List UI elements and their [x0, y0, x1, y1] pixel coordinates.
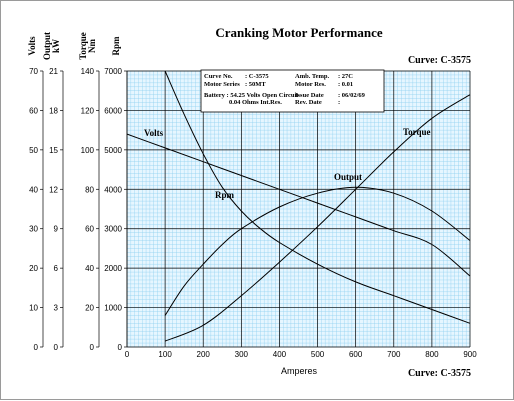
x-tick-label: 700 [387, 350, 401, 359]
x-tick-label: 900 [463, 350, 477, 359]
series-group: Volts Rpm Output Torque [126, 70, 471, 342]
info-box: Curve No. : C-3575 Amb. Temp. : 27C Motor Se… [200, 69, 385, 113]
curve-label-top: Curve: C-3575 [408, 55, 471, 66]
x-ticks-group: 0 100 200 300 400 500 600 700 800 900 [125, 350, 477, 359]
y-tick-label-nm: 40 [85, 264, 94, 273]
series-label-output: Output [334, 172, 362, 182]
y-tick-label-kw: 9 [54, 225, 59, 234]
y-tick-label-kw: 3 [54, 304, 59, 313]
info-cell: Motor Res. [295, 81, 326, 88]
info-cell: : 27C [338, 73, 353, 80]
x-tick-label: 400 [273, 350, 287, 359]
chart-title: Cranking Motor Performance [215, 25, 383, 40]
x-tick-label: 600 [349, 350, 363, 359]
x-tick-label: 500 [311, 350, 325, 359]
x-tick-label: 300 [235, 350, 249, 359]
y-axis-title-volts: Volts [27, 36, 37, 56]
y-tick-label-volts: 20 [29, 264, 38, 273]
y-tick-label-rpm: 0 [118, 343, 123, 352]
y-tick-label-kw: 18 [49, 106, 58, 115]
y-tick-label-rpm: 7000 [104, 67, 122, 76]
y-tick-label-rpm: 4000 [104, 185, 122, 194]
y-tick-label-rpm: 5000 [104, 146, 122, 155]
x-tick-label: 0 [125, 350, 130, 359]
y-axis-title-nm: Torque [78, 32, 88, 60]
y-axis-title-kw: Output [42, 32, 52, 60]
y-tick-label-volts: 40 [29, 185, 38, 194]
x-tick-label: 100 [158, 350, 172, 359]
y-tick-label-volts: 0 [34, 343, 39, 352]
y-axes-group: 0 10 20 30 40 50 60 70 Volts 0 3 6 9 12 15 18 21 Output kW… [27, 32, 128, 352]
y-tick-label-kw: 0 [54, 343, 59, 352]
y-axis-title-nm: Nm [87, 39, 97, 53]
info-cell: Amb. Temp. [295, 73, 330, 80]
y-tick-label-volts: 70 [29, 67, 38, 76]
x-tick-label: 800 [425, 350, 439, 359]
y-axis-title-rpm: Rpm [111, 36, 121, 56]
y-tick-label-kw: 12 [49, 185, 58, 194]
y-tick-label-nm: 80 [85, 185, 94, 194]
info-cell: : [338, 99, 340, 106]
series-line-output [164, 186, 471, 316]
x-axis-label: Amperes [281, 366, 318, 376]
y-tick-label-kw: 21 [49, 67, 58, 76]
info-cell: Issue Date [295, 92, 324, 99]
info-cell: : 50MT [245, 81, 266, 88]
y-tick-label-rpm: 6000 [104, 106, 122, 115]
y-tick-label-kw: 6 [54, 264, 59, 273]
y-tick-label-nm: 60 [85, 225, 94, 234]
info-cell: : 0.01 [338, 81, 353, 88]
series-line-rpm [164, 70, 471, 324]
info-cell: : C-3575 [245, 73, 269, 80]
curve-label-bottom: Curve: C-3575 [408, 368, 471, 379]
series-label-volts: Volts [144, 128, 164, 138]
y-axis-title-kw: kW [51, 39, 61, 53]
info-cell: Curve No. [204, 73, 233, 80]
info-cell: Motor Series [204, 81, 240, 88]
info-cell: Rev. Date [295, 99, 322, 106]
info-cell: Battery : 54.25 Volts Open Circuit [204, 92, 299, 99]
y-tick-label-rpm: 3000 [104, 225, 122, 234]
series-line-torque [164, 94, 471, 342]
y-tick-label-volts: 30 [29, 225, 38, 234]
y-tick-label-rpm: 2000 [104, 264, 122, 273]
y-tick-label-nm: 100 [81, 146, 95, 155]
series-line-volts [126, 133, 471, 277]
y-tick-label-volts: 60 [29, 106, 38, 115]
info-cell: : 06/02/69 [338, 92, 366, 99]
y-tick-label-rpm: 1000 [104, 304, 122, 313]
series-label-rpm: Rpm [215, 190, 235, 200]
y-tick-label-volts: 50 [29, 146, 38, 155]
minor-grid [126, 70, 471, 348]
y-tick-label-nm: 140 [81, 67, 95, 76]
y-tick-label-nm: 0 [90, 343, 95, 352]
y-tick-label-nm: 20 [85, 304, 94, 313]
series-label-torque: Torque [403, 127, 431, 137]
y-tick-label-kw: 15 [49, 146, 58, 155]
info-cell: 0.04 Ohms Int.Res. [229, 99, 282, 106]
x-tick-label: 200 [197, 350, 211, 359]
y-tick-label-volts: 10 [29, 304, 38, 313]
y-tick-label-nm: 120 [81, 106, 95, 115]
